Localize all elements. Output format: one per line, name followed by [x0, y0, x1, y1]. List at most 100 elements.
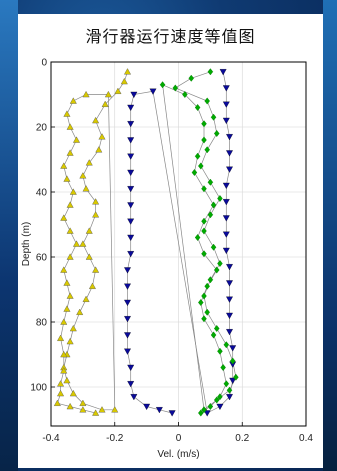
series-0-point — [79, 172, 87, 179]
series-0-point — [63, 376, 71, 384]
series-2-line — [162, 71, 237, 414]
y-axis-label: Depth (m) — [21, 222, 32, 266]
series-1-point — [130, 394, 138, 401]
series-1-point — [226, 296, 233, 303]
series-0-point — [66, 149, 74, 156]
x-tick-label: 0 — [176, 433, 182, 444]
series-0-point — [85, 159, 93, 166]
series-0-point — [88, 282, 96, 290]
series-2-point — [201, 315, 207, 323]
series-2-point — [201, 217, 207, 225]
series-0-point — [69, 389, 77, 397]
series-1-point — [222, 199, 230, 206]
series-2-point — [172, 84, 179, 92]
series-2-point — [223, 341, 230, 349]
series-0-point — [66, 227, 74, 234]
series-1-point — [127, 186, 135, 193]
series-2-point — [207, 211, 214, 219]
x-axis-label: Vel. (m/s) — [157, 449, 199, 460]
y-tick-label: 40 — [36, 188, 48, 199]
series-1-point — [127, 381, 135, 388]
series-1-point — [127, 121, 135, 128]
series-2-point — [217, 347, 223, 355]
series-0-point — [95, 146, 103, 153]
series-2-point — [204, 308, 210, 316]
series-0-point — [72, 240, 81, 247]
series-1-point — [127, 169, 135, 177]
series-2-point — [201, 227, 207, 235]
series-1-point — [127, 251, 135, 258]
series-0-point — [66, 201, 74, 208]
series-0-point — [69, 188, 77, 195]
series-2-point — [217, 195, 223, 202]
chart-title: 滑行器运行速度等值图 — [85, 27, 256, 46]
y-tick-label: 100 — [30, 383, 47, 394]
series-0-point — [111, 406, 119, 413]
series-2-point — [188, 74, 195, 82]
series-2-point — [201, 120, 207, 128]
series-0-point — [120, 77, 128, 85]
series-1-point — [124, 316, 131, 323]
series-0-point — [114, 87, 122, 95]
series-1-point — [124, 283, 131, 290]
series-1-point — [222, 247, 230, 255]
series-2-point — [207, 178, 214, 186]
series-2-point — [210, 113, 217, 121]
series-2-point — [194, 104, 201, 111]
series-2-point — [201, 406, 207, 414]
series-1-point — [127, 218, 135, 225]
series-1-point — [226, 264, 233, 271]
series-0-point — [57, 389, 65, 397]
series-1-point — [226, 134, 233, 141]
series-0-point — [60, 214, 68, 221]
x-tick-label: 0.2 — [235, 433, 249, 444]
series-lines — [56, 71, 237, 414]
series-2-point — [213, 325, 220, 332]
series-0-point — [79, 399, 87, 407]
series-2-point — [217, 393, 223, 401]
series-1-point — [216, 403, 224, 411]
series-2-point — [194, 234, 201, 241]
series-1-point — [226, 150, 233, 157]
y-tick-label: 20 — [36, 123, 48, 134]
series-0-point — [60, 162, 68, 169]
series-1-point — [155, 407, 163, 414]
series-2-point — [191, 169, 198, 176]
series-1-point — [229, 345, 237, 352]
series-2-point — [159, 81, 166, 89]
series-0-point — [82, 90, 90, 98]
series-2-point — [213, 266, 220, 274]
series-0-point — [63, 279, 71, 286]
series-1-point — [124, 299, 131, 307]
series-0-point — [92, 266, 100, 273]
series-1-point — [127, 234, 135, 242]
series-0-point — [123, 68, 132, 75]
series-2-point — [233, 373, 239, 381]
background-right-strip — [323, 0, 337, 471]
series-1-point — [127, 153, 135, 160]
series-0-point — [85, 253, 93, 260]
series-0-point — [85, 227, 93, 234]
series-1-point — [222, 117, 230, 125]
series-0-point — [82, 185, 90, 192]
series-2-point — [210, 201, 217, 209]
series-1-point — [168, 410, 176, 417]
series-0-point — [60, 318, 68, 325]
series-0-point — [104, 90, 112, 98]
series-2-point — [201, 136, 207, 144]
series-2-point — [223, 380, 230, 388]
series-2-point — [210, 331, 217, 339]
series-1-point — [226, 280, 233, 287]
series-1-point — [226, 312, 233, 320]
series-0-point — [60, 367, 68, 374]
series-0-point — [98, 133, 106, 140]
series-2-point — [194, 152, 201, 160]
series-1-point — [219, 69, 227, 76]
series-1-point — [124, 332, 131, 339]
x-tick-label: -0.2 — [106, 433, 124, 444]
series-1-point — [127, 364, 135, 372]
series-1-point — [226, 166, 233, 173]
series-1-point — [130, 91, 138, 99]
series-0-point — [79, 406, 87, 413]
series-2-point — [207, 68, 214, 76]
